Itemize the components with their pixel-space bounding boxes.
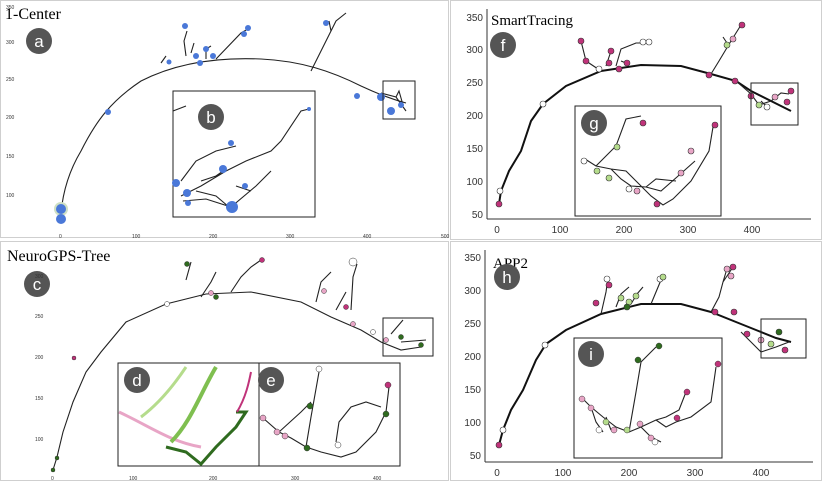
label-badge-a: a: [26, 28, 52, 54]
y-tick: 100: [35, 437, 44, 443]
y-tick: 300: [35, 274, 44, 280]
badge-label: c: [33, 275, 42, 294]
nodes: [495, 263, 789, 449]
zoom-box: [382, 317, 434, 357]
y-tick: 200: [35, 355, 44, 361]
x-tick: 500: [441, 234, 450, 239]
x-tick: 100: [129, 476, 138, 482]
x-tick: 100: [552, 225, 569, 236]
label-badge-f: f: [490, 32, 516, 58]
panel-app2: APP2 h 350 300 250 200 150 100 50 0 100 …: [450, 241, 822, 481]
x-tick: 400: [373, 476, 382, 482]
y-tick: 350: [464, 253, 481, 264]
y-tick: 50: [470, 451, 482, 462]
inset-g: g: [574, 105, 722, 217]
inset-e: e: [258, 362, 401, 467]
y-tick: 100: [464, 418, 481, 429]
inset-label: b: [206, 108, 215, 127]
nodes-blue: [54, 20, 404, 224]
x-tick: 300: [680, 225, 697, 236]
y-tick: 200: [466, 111, 483, 122]
x-tick: 400: [363, 234, 372, 239]
y-tick: 150: [35, 396, 44, 402]
badge-label: h: [502, 268, 511, 287]
x-axis: 0 100 200 300 400: [51, 476, 382, 482]
zoom-box: [382, 80, 416, 120]
y-tick: 250: [35, 314, 44, 320]
x-axis: 0 100 200 300 400 500: [59, 234, 450, 239]
y-axis: 350 300 250 200 150 100 50: [464, 253, 481, 462]
panel-neurogps-tree: NeuroGPS-Tree c 300 250 200 150 100 0 10…: [0, 241, 449, 482]
y-tick: 350: [6, 5, 15, 11]
zoom-box: [750, 82, 799, 126]
neuron-trace: [52, 259, 427, 471]
y-tick: 150: [466, 144, 483, 155]
x-tick: 400: [744, 225, 761, 236]
y-tick: 350: [466, 13, 483, 24]
x-tick: 0: [494, 225, 500, 236]
label-badge-h: h: [494, 264, 520, 290]
label-badge-c: c: [24, 271, 50, 297]
y-axis: 300 250 200 150 100: [35, 274, 44, 443]
badge-label: f: [501, 36, 506, 55]
y-tick: 250: [466, 78, 483, 89]
nodes: [495, 21, 795, 208]
x-tick: 400: [753, 468, 770, 479]
x-tick: 100: [132, 234, 141, 239]
y-tick: 200: [464, 352, 481, 363]
panel-title: SmartTracing: [491, 13, 573, 29]
inset-label: g: [589, 114, 598, 133]
y-tick: 250: [6, 77, 15, 83]
inset-label: e: [266, 371, 275, 390]
nodes: [50, 257, 424, 473]
y-tick: 300: [466, 45, 483, 56]
plot-app2: APP2 h 350 300 250 200 150 100 50 0 100 …: [464, 250, 813, 479]
y-tick: 50: [472, 210, 484, 221]
plot-1-center: 1-Center a 350 300 250 200 150 100 0 100…: [5, 5, 450, 239]
y-axis: 350 300 250 200 150 100: [6, 5, 15, 199]
inset-d: d: [117, 362, 260, 467]
y-tick: 150: [6, 154, 15, 160]
x-tick: 0: [51, 476, 54, 482]
y-axis: 350 300 250 200 150 100 50: [466, 13, 483, 221]
x-tick: 300: [286, 234, 295, 239]
x-tick: 300: [291, 476, 300, 482]
plot-smarttracing: SmartTracing f 350 300 250 200 150 100 5…: [466, 9, 811, 236]
panel-smarttracing: SmartTracing f 350 300 250 200 150 100 5…: [450, 0, 822, 240]
y-tick: 200: [6, 115, 15, 121]
inset-label: d: [132, 371, 141, 390]
y-tick: 100: [466, 177, 483, 188]
x-tick: 100: [555, 468, 572, 479]
inset-label: i: [589, 345, 593, 364]
x-tick: 200: [621, 468, 638, 479]
y-tick: 150: [464, 385, 481, 396]
x-tick: 200: [209, 476, 218, 482]
inset-b: b: [172, 90, 316, 218]
y-tick: 250: [464, 319, 481, 330]
x-axis: 0 100 200 300 400: [494, 225, 761, 236]
x-tick: 0: [59, 234, 62, 239]
x-axis: 0 100 200 300 400: [494, 468, 770, 479]
inset-i: i: [573, 337, 723, 459]
panel-title: 1-Center: [5, 6, 62, 23]
badge-label: a: [34, 32, 44, 51]
panel-title: NeuroGPS-Tree: [7, 248, 110, 265]
x-tick: 0: [494, 468, 500, 479]
x-tick: 200: [209, 234, 218, 239]
panel-1-center: 1-Center a 350 300 250 200 150 100 0 100…: [0, 0, 450, 239]
zoom-box: [760, 318, 807, 359]
y-tick: 300: [464, 286, 481, 297]
y-tick: 100: [6, 193, 15, 199]
x-tick: 200: [616, 225, 633, 236]
y-tick: 300: [6, 40, 15, 46]
plot-neurogps-tree: NeuroGPS-Tree c 300 250 200 150 100 0 10…: [7, 248, 434, 482]
x-tick: 300: [687, 468, 704, 479]
